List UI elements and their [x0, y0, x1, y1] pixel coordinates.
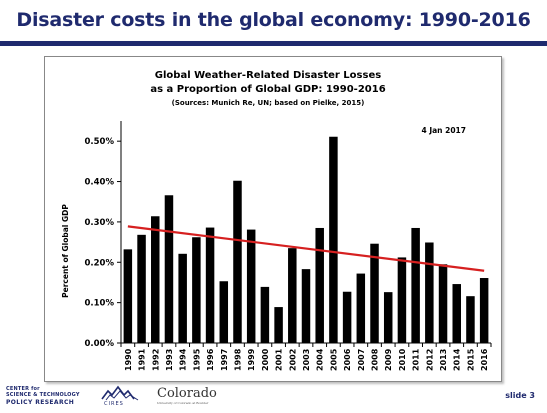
- bar-2003: [301, 269, 311, 343]
- chart-date-note: 4 Jan 2017: [421, 126, 466, 135]
- bar-2002: [288, 248, 297, 343]
- cires-logo-text: CIRES: [104, 401, 124, 407]
- x-tick-label: 2016: [480, 348, 489, 371]
- bar-1992: [151, 216, 160, 343]
- x-tick-label: 1993: [165, 349, 174, 371]
- chart-title-line-1: Global Weather-Related Disaster Losses: [155, 70, 381, 81]
- x-tick-label: 2013: [439, 349, 448, 371]
- bar-2010: [397, 257, 407, 343]
- bar-2005: [329, 136, 338, 343]
- csptr-logo-line-3: POLICY RESEARCH: [6, 399, 75, 406]
- bar-2008: [370, 243, 379, 343]
- bar-1991: [137, 234, 146, 343]
- csptr-logo-line-2: SCIENCE & TECHNOLOGY: [6, 392, 80, 398]
- bar-1997: [219, 281, 229, 343]
- bar-2001: [274, 307, 283, 343]
- x-tick-label: 1991: [138, 348, 147, 371]
- bar-1995: [192, 237, 201, 343]
- bar-2007: [356, 273, 366, 343]
- bar-2013: [438, 264, 448, 343]
- colorado-logo-text: Colorado: [157, 386, 217, 401]
- csptr-logo-line-1: CENTER for: [6, 386, 40, 392]
- x-tick-label: 1995: [192, 348, 201, 371]
- x-tick-label: 2011: [412, 348, 421, 371]
- x-tick-label: 2003: [302, 349, 311, 371]
- bar-2012: [425, 242, 434, 343]
- x-tick-label: 2000: [261, 348, 270, 371]
- x-tick-label: 2015: [466, 348, 475, 371]
- bar-1994: [178, 253, 187, 343]
- y-tick-label: 0.50%: [85, 137, 115, 147]
- bar-1993: [164, 195, 174, 343]
- x-tick-label: 2004: [316, 348, 325, 371]
- x-tick-label: 1990: [124, 348, 133, 371]
- y-tick-label: 0.30%: [85, 218, 115, 228]
- bar-2006: [342, 291, 352, 343]
- bar-2000: [260, 286, 270, 343]
- bar-1996: [205, 227, 215, 343]
- slide-title: Disaster costs in the global economy: 19…: [0, 0, 547, 40]
- x-tick-label: 2007: [357, 349, 366, 371]
- bar-2015: [466, 296, 475, 343]
- x-tick-label: 1997: [220, 349, 229, 371]
- chart-subtitle: (Sources: Munich Re, UN; based on Pielke…: [172, 99, 365, 107]
- bar-2009: [383, 292, 393, 343]
- x-tick-label: 2006: [343, 348, 352, 371]
- trend-line: [127, 225, 485, 272]
- bar-1998: [233, 180, 242, 343]
- x-tick-label: 1996: [206, 348, 215, 371]
- y-tick-label: 0.40%: [85, 178, 115, 188]
- y-tick-label: 0.20%: [85, 258, 115, 268]
- y-tick-label: 0.00%: [85, 339, 115, 349]
- y-axis-label: Percent of Global GDP: [61, 204, 70, 298]
- title-divider: [0, 41, 547, 46]
- x-tick-label: 2009: [384, 348, 393, 371]
- chart-title-line-2: as a Proportion of Global GDP: 1990-2016: [150, 84, 385, 95]
- x-tick-label: 2014: [453, 348, 462, 371]
- x-tick-label: 1999: [247, 348, 256, 371]
- bar-chart: Global Weather-Related Disaster Losses a…: [61, 70, 492, 371]
- x-tick-label: 2010: [398, 348, 407, 371]
- colorado-logo: Colorado University of Colorado at Bould…: [157, 386, 237, 408]
- bar-2016: [479, 278, 489, 343]
- colorado-logo-subtext: University of Colorado at Boulder: [157, 401, 209, 405]
- y-tick-label: 0.10%: [85, 299, 115, 309]
- x-tick-label: 2002: [288, 349, 297, 371]
- bar-2011: [411, 227, 420, 343]
- x-tick-label: 2008: [371, 348, 380, 371]
- slide-number: slide 3: [505, 391, 535, 400]
- x-tick-label: 1998: [233, 348, 242, 371]
- csptr-logo: CENTER for SCIENCE & TECHNOLOGY POLICY R…: [6, 386, 90, 408]
- x-tick-label: 2001: [275, 348, 284, 371]
- x-tick-label: 2005: [329, 348, 338, 371]
- x-tick-label: 1992: [151, 349, 160, 371]
- chart-frame: Global Weather-Related Disaster Losses a…: [44, 56, 502, 382]
- bar-1999: [246, 229, 256, 343]
- bar-1990: [123, 249, 133, 343]
- bar-2014: [452, 284, 461, 343]
- bar-2004: [315, 227, 324, 343]
- x-tick-label: 1994: [179, 348, 188, 371]
- cires-wave-icon: [101, 385, 139, 401]
- x-tick-label: 2012: [425, 349, 434, 371]
- cires-logo: CIRES: [100, 385, 150, 409]
